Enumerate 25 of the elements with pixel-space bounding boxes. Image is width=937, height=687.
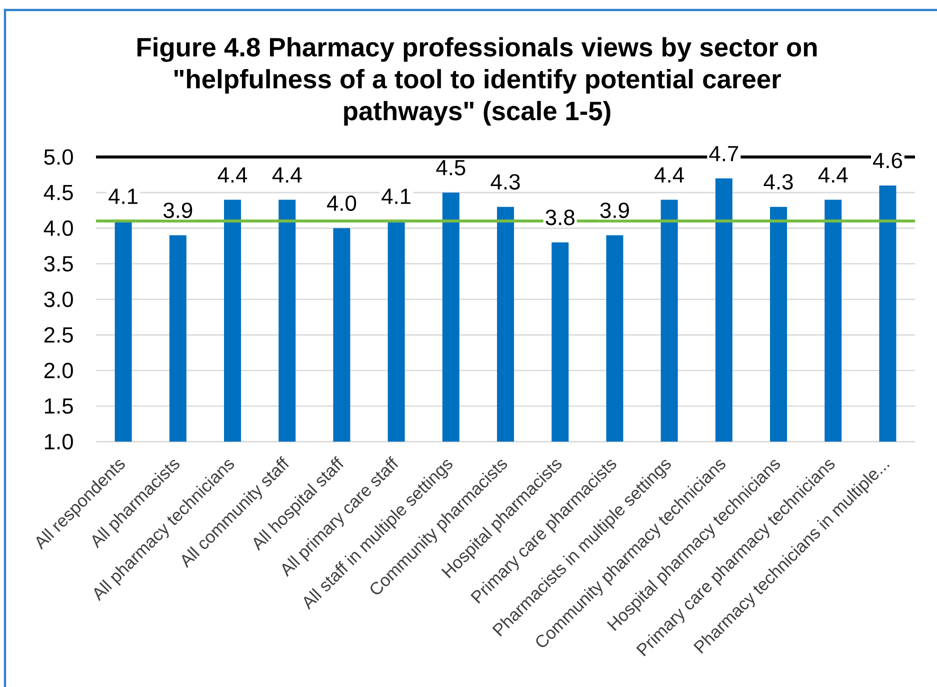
y-tick-label: 5.0 <box>44 149 73 165</box>
y-tick-label: 1.0 <box>45 434 73 450</box>
data-label: 4.5 <box>436 160 466 176</box>
y-tick-label: 1.5 <box>45 398 73 414</box>
data-label: 4.4 <box>818 167 848 182</box>
data-label: 4.4 <box>218 167 248 182</box>
data-label: 4.3 <box>764 174 793 190</box>
data-label: 4.0 <box>326 195 356 211</box>
data-label: 3.9 <box>600 202 629 218</box>
data-label: 4.7 <box>709 146 738 162</box>
y-tick-label: 2.0 <box>44 362 73 378</box>
y-tick-label: 4.5 <box>44 184 73 200</box>
y-tick-label: 4.0 <box>44 220 73 236</box>
data-label: 4.6 <box>872 152 902 168</box>
data-label: 4.4 <box>272 167 302 182</box>
data-label: 4.1 <box>108 188 138 204</box>
y-tick-label: 3.5 <box>44 256 73 272</box>
data-label: 3.8 <box>546 210 574 226</box>
data-label: 4.1 <box>382 188 410 204</box>
y-tick-label: 3.0 <box>44 292 73 308</box>
y-tick-label: 2.5 <box>44 327 73 343</box>
chart-title: Figure 4.8 Pharmacy professionals views by sector on "helpfulness of a tool to identify potential career pathways" (scale 1-5) <box>137 37 817 126</box>
data-label: 3.9 <box>163 202 192 218</box>
data-label: 4.3 <box>490 174 520 190</box>
data-label: 4.4 <box>654 167 684 182</box>
